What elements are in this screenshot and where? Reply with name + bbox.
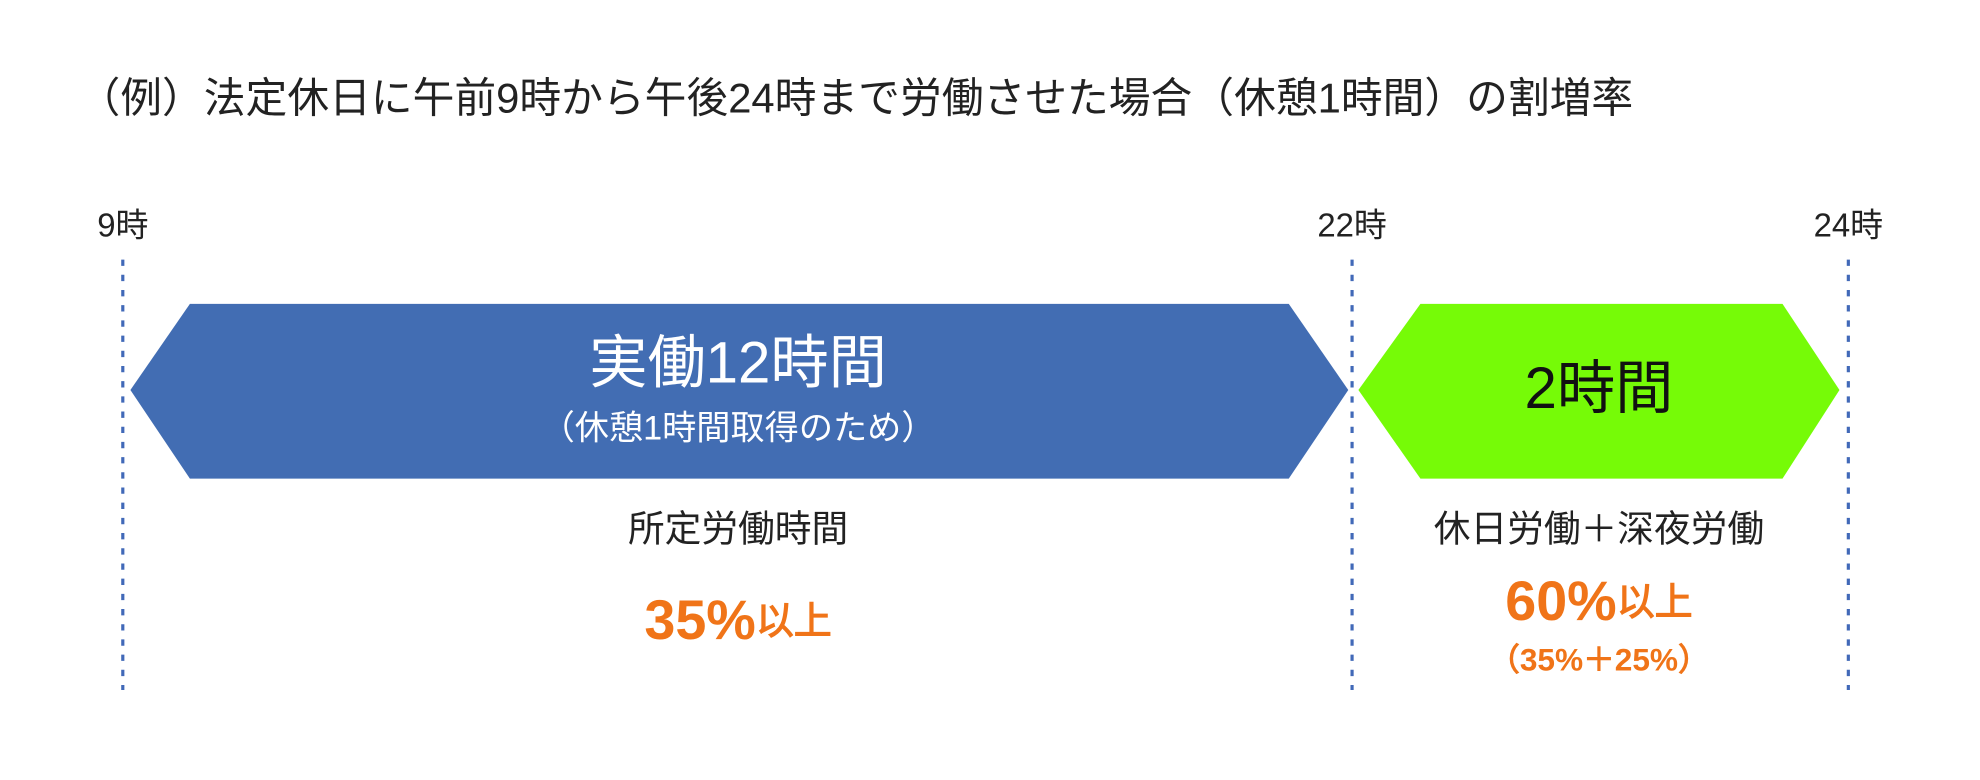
time-marker: 22時	[1317, 207, 1387, 244]
rate-value: 35%	[644, 589, 755, 651]
rate-note: （35%＋25%）	[1488, 642, 1709, 678]
rate-suffix: 以上	[756, 601, 832, 643]
time-marker: 9時	[97, 207, 148, 244]
segment-label: 実働12時間	[589, 331, 887, 396]
time-marker: 24時	[1814, 207, 1884, 244]
rate-value: 60%	[1505, 570, 1616, 632]
rate-suffix: 以上	[1617, 582, 1693, 624]
segment-shape	[1358, 303, 1840, 479]
segment-label: 2時間	[1525, 356, 1674, 421]
segment-category: 休日労働＋深夜労働	[1434, 508, 1764, 549]
rate: 60%以上	[1505, 570, 1692, 632]
segment-shape	[130, 303, 1349, 479]
title: （例）法定休日に午前9時から午後24時まで労働させた場合（休憩1時間）の割増率	[78, 74, 1633, 121]
segment-sublabel: （休憩1時間取得のため）	[541, 410, 936, 448]
rate: 35%以上	[644, 589, 831, 651]
segment-category: 所定労働時間	[628, 508, 848, 549]
